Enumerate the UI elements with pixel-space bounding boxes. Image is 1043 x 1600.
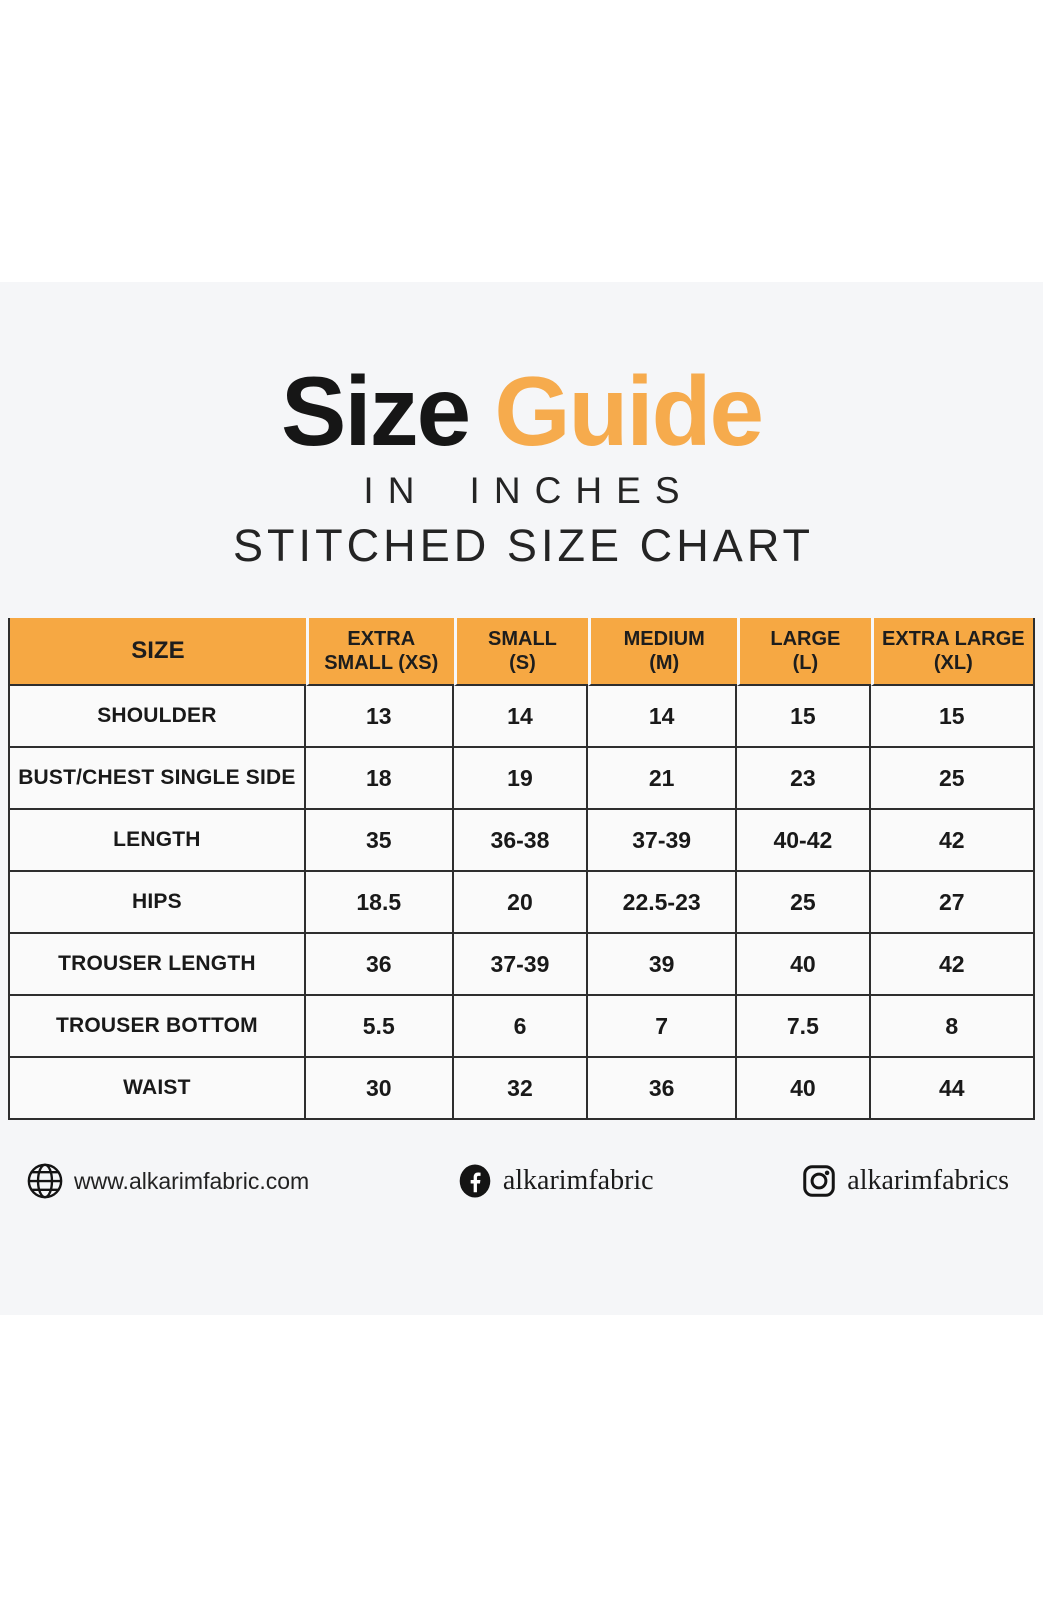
cell-value: 32 <box>453 1058 589 1120</box>
title-block: Size Guide IN INCHES STITCHED SIZE CHART <box>0 282 1043 572</box>
cell-value: 27 <box>870 872 1035 934</box>
cell-value: 22.5-23 <box>588 872 738 934</box>
globe-icon <box>26 1162 64 1200</box>
cell-value: 42 <box>870 810 1035 872</box>
table-header-row: SIZE EXTRA SMALL (XS) SMALL (S) MEDIUM (M) … <box>8 618 1035 686</box>
table-row-length: LENGTH 35 36-38 37-39 40-42 42 <box>8 810 1035 872</box>
cell-value: 19 <box>453 748 589 810</box>
cell-value: 15 <box>870 686 1035 748</box>
header-cell-medium: MEDIUM (M) <box>588 618 738 686</box>
size-chart-table: SIZE EXTRA SMALL (XS) SMALL (S) MEDIUM (M) … <box>8 618 1035 1120</box>
table-row-waist: WAIST 30 32 36 40 44 <box>8 1058 1035 1120</box>
table-row-shoulder: SHOULDER 13 14 14 15 15 <box>8 686 1035 748</box>
facebook-link[interactable]: alkarimfabric <box>457 1163 654 1199</box>
content-band: Size Guide IN INCHES STITCHED SIZE CHART… <box>0 282 1043 1315</box>
header-cell-extra-small: EXTRA SMALL (XS) <box>305 618 454 686</box>
subtitle-in-inches: IN INCHES <box>363 470 694 511</box>
row-label: HIPS <box>8 872 306 934</box>
cell-value: 30 <box>305 1058 454 1120</box>
cell-value: 39 <box>588 934 738 996</box>
cell-value: 36 <box>588 1058 738 1120</box>
cell-value: 6 <box>453 996 589 1058</box>
cell-value: 23 <box>737 748 871 810</box>
title-word-guide: Guide <box>494 356 764 466</box>
cell-value: 18.5 <box>305 872 454 934</box>
table-row-bust-chest: BUST/CHEST SINGLE SIDE 18 19 21 23 25 <box>8 748 1035 810</box>
cell-value: 7.5 <box>737 996 871 1058</box>
row-label: SHOULDER <box>8 686 306 748</box>
page-title: Size Guide <box>0 362 1043 460</box>
facebook-handle-text: alkarimfabric <box>502 1165 654 1196</box>
cell-value: 35 <box>305 810 454 872</box>
cell-value: 44 <box>870 1058 1035 1120</box>
header-cell-large: LARGE (L) <box>737 618 871 686</box>
website-link[interactable]: www.alkarimfabric.com <box>26 1162 309 1200</box>
header-cell-small: SMALL (S) <box>453 618 589 686</box>
cell-value: 13 <box>305 686 454 748</box>
cell-value: 42 <box>870 934 1035 996</box>
table-row-hips: HIPS 18.5 20 22.5-23 25 27 <box>8 872 1035 934</box>
cell-value: 37-39 <box>588 810 738 872</box>
row-label: BUST/CHEST SINGLE SIDE <box>8 748 306 810</box>
cell-value: 7 <box>588 996 738 1058</box>
cell-value: 36-38 <box>453 810 589 872</box>
cell-value: 5.5 <box>305 996 454 1058</box>
cell-value: 25 <box>737 872 871 934</box>
cell-value: 40 <box>737 1058 871 1120</box>
footer: www.alkarimfabric.com alkarimfabric alka… <box>26 1162 1009 1200</box>
header-cell-size: SIZE <box>8 618 306 686</box>
table-row-trouser-length: TROUSER LENGTH 36 37-39 39 40 42 <box>8 934 1035 996</box>
cell-value: 21 <box>588 748 738 810</box>
instagram-handle-text: alkarimfabrics <box>847 1165 1009 1196</box>
cell-value: 18 <box>305 748 454 810</box>
row-label: WAIST <box>8 1058 306 1120</box>
cell-value: 14 <box>453 686 589 748</box>
instagram-icon <box>801 1163 837 1199</box>
website-url-text: www.alkarimfabric.com <box>74 1167 310 1194</box>
cell-value: 40 <box>737 934 871 996</box>
row-label: TROUSER BOTTOM <box>8 996 306 1058</box>
table-row-trouser-bottom: TROUSER BOTTOM 5.5 6 7 7.5 8 <box>8 996 1035 1058</box>
cell-value: 14 <box>588 686 738 748</box>
facebook-icon <box>457 1163 493 1199</box>
row-label: LENGTH <box>8 810 306 872</box>
cell-value: 36 <box>305 934 454 996</box>
cell-value: 37-39 <box>453 934 589 996</box>
cell-value: 8 <box>870 996 1035 1058</box>
cell-value: 20 <box>453 872 589 934</box>
cell-value: 25 <box>870 748 1035 810</box>
cell-value: 15 <box>737 686 871 748</box>
instagram-link[interactable]: alkarimfabrics <box>801 1163 1009 1199</box>
subtitle-stitched-size-chart: STITCHED SIZE CHART <box>232 520 815 571</box>
header-cell-extra-large: EXTRA LARGE (XL) <box>870 618 1035 686</box>
cell-value: 40-42 <box>737 810 871 872</box>
row-label: TROUSER LENGTH <box>8 934 306 996</box>
title-word-size: Size <box>280 356 471 466</box>
